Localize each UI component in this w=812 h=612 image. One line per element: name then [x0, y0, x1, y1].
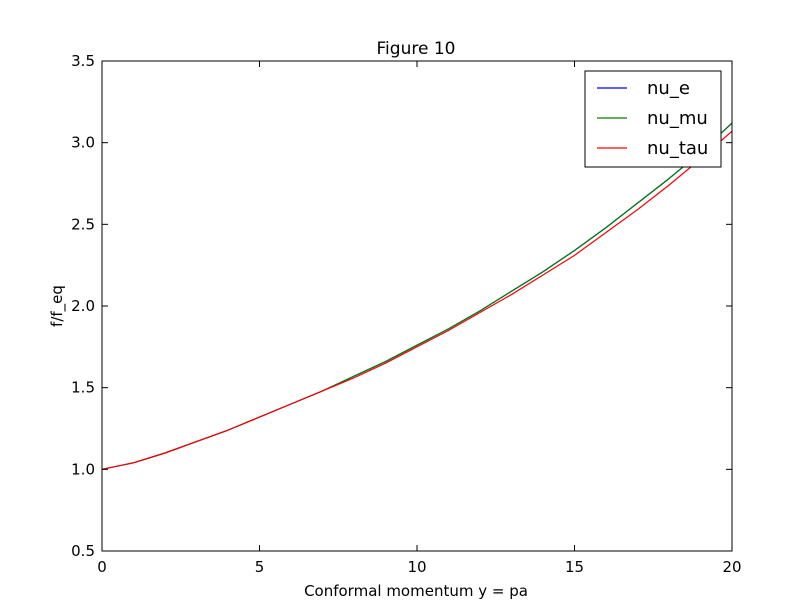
legend-box: [584, 70, 722, 168]
legend-label-nu-e: nu_e: [647, 78, 690, 99]
chart-title: Figure 10: [377, 39, 456, 59]
y-tick-label: 3.0: [71, 134, 95, 152]
plot-area: 0 5 10 15 20 0.5 1.0 1.5 2.0 2.5 3.0 3.5: [71, 52, 741, 576]
y-tick-label: 0.5: [71, 542, 95, 560]
legend: nu_e nu_mu nu_tau: [584, 70, 722, 168]
y-tick-label: 2.0: [71, 297, 95, 315]
y-tick-label: 2.5: [71, 215, 95, 233]
x-tick-label: 0: [97, 558, 107, 576]
x-tick-label: 15: [565, 558, 584, 576]
series-layer: [101, 122, 733, 470]
y-axis-label: f/f_eq: [48, 285, 67, 327]
y-tick-label: 1.5: [71, 379, 95, 397]
y-tick-label: 3.5: [71, 52, 95, 70]
x-tick-label: 10: [407, 558, 426, 576]
x-tick-label: 20: [722, 558, 741, 576]
x-axis-label: Conformal momentum y = pa: [304, 582, 528, 600]
legend-label-nu-mu: nu_mu: [647, 108, 708, 129]
tick-layer: 0 5 10 15 20 0.5 1.0 1.5 2.0 2.5 3.0 3.5: [71, 52, 741, 576]
series-line-nu-tau: [101, 130, 733, 470]
y-tick-label: 1.0: [71, 460, 95, 478]
x-tick-label: 5: [255, 558, 265, 576]
legend-label-nu-tau: nu_tau: [647, 138, 708, 159]
